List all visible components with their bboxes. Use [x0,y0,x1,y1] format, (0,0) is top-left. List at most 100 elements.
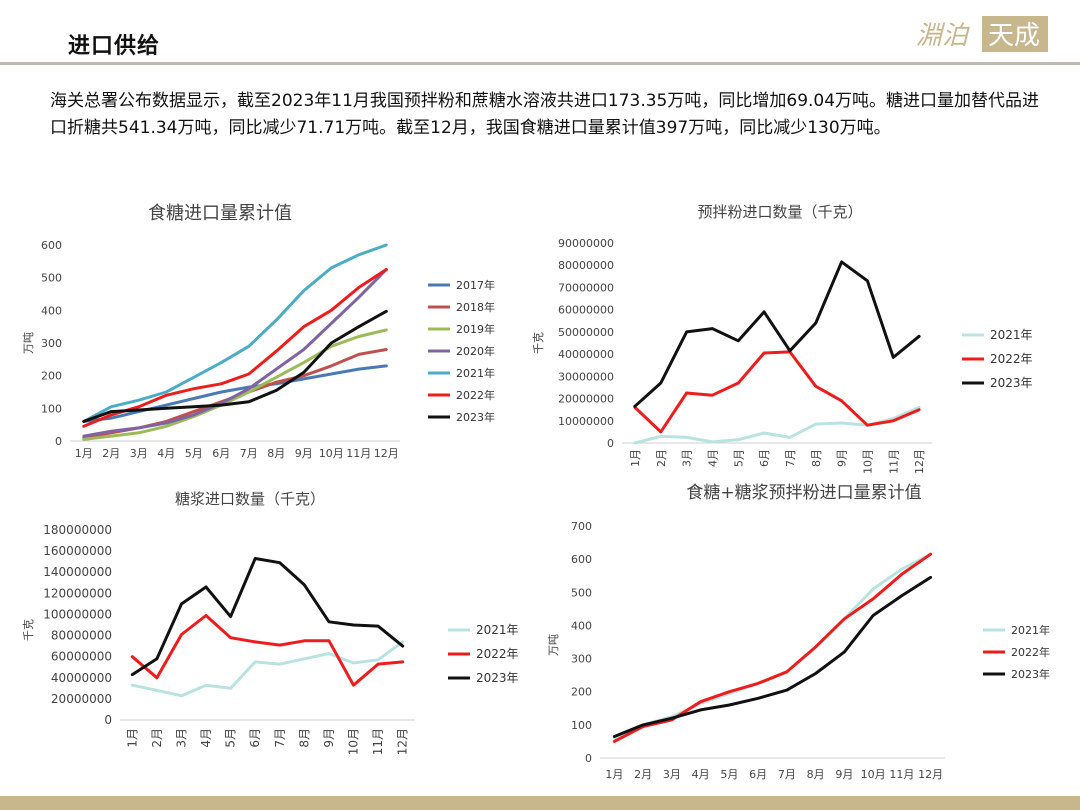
data-point [131,683,134,687]
data-point [247,400,250,403]
x-tick-label: 7月 [240,447,258,460]
series-line-2017年 [82,364,388,423]
x-tick-label: 8月 [807,768,825,781]
data-point [357,325,360,328]
data-point [785,670,789,674]
x-tick-label: 10月 [861,449,874,474]
y-tick-label: 100000000 [43,607,112,621]
data-point [155,689,159,692]
legend-label: 2022年 [1011,645,1050,659]
data-point [278,561,281,564]
data-point [165,394,168,397]
data-point [840,421,843,425]
y-tick-label: 500 [571,586,592,599]
data-point [327,620,331,624]
data-point [275,349,278,353]
data-point [756,697,760,700]
data-point [866,279,869,282]
data-point [82,434,85,438]
data-point [843,650,846,654]
legend-label: 2022年 [456,388,495,402]
data-point [330,309,333,312]
data-point [401,640,404,644]
data-point [659,381,662,385]
y-axis-label: 万吨 [22,332,35,354]
summary-paragraph: 海关总署公布数据显示，截至2023年11月我国预拌粉和蔗糖水溶液共进口173.3… [50,91,1040,138]
y-tick-label: 80000000 [51,629,112,643]
data-point [871,614,875,617]
data-point [275,381,278,384]
y-tick-label: 700 [571,520,592,533]
data-point [871,587,875,591]
series-line-2022年 [82,268,388,428]
data-point [137,408,140,412]
x-tick-label: 11月 [889,768,914,781]
x-tick-label: 1月 [75,447,93,460]
data-point [180,694,183,697]
data-point [711,440,714,444]
data-point [110,416,113,420]
data-point [659,435,662,438]
data-point [737,381,740,385]
legend-label: 2021年 [456,366,495,380]
data-point [385,268,388,271]
legend-label: 2021年 [990,328,1033,342]
x-tick-label: 6月 [212,447,230,460]
data-point [254,557,257,560]
y-tick-label: 300 [571,653,592,666]
data-point [110,413,113,417]
data-point [180,633,183,636]
x-tick-label: 5月 [720,768,738,781]
data-point [871,597,875,601]
x-tick-label: 12月 [396,728,410,755]
series-line-2023年 [612,575,933,738]
data-point [303,639,306,643]
y-tick-label: 180000000 [43,523,112,537]
y-tick-label: 600 [571,553,592,566]
data-point [220,382,223,386]
data-point [357,367,360,371]
footer-band [0,796,1080,810]
y-tick-label: 200 [41,370,62,383]
data-point [110,410,113,413]
x-tick-label: 6月 [758,449,771,467]
series-line-2022年 [612,552,933,743]
series-line-2020年 [82,268,388,438]
x-tick-label: 9月 [322,728,336,748]
y-tick-label: 400 [571,619,592,632]
x-tick-label: 10月 [347,728,361,755]
y-tick-label: 300 [41,337,62,350]
x-tick-label: 11月 [346,447,371,460]
x-tick-label: 4月 [157,447,175,460]
data-point [302,325,305,328]
y-tick-label: 90000000 [558,237,614,250]
data-point [401,660,404,664]
data-point [699,708,702,712]
data-point [357,296,360,299]
y-axis-label: 千克 [532,332,545,354]
y-tick-label: 400 [41,304,62,317]
data-point [711,394,714,397]
x-tick-label: 2月 [655,449,668,467]
data-point [247,387,250,390]
data-point [330,372,333,376]
data-point [917,408,921,411]
data-point [385,243,388,247]
data-point [278,662,281,666]
data-point [192,387,195,390]
data-point [247,345,250,348]
data-point [192,397,195,400]
data-point [385,364,388,368]
data-point [131,673,134,676]
y-tick-label: 40000000 [51,671,112,685]
data-point [247,372,250,376]
data-point [685,391,688,395]
x-tick-label: 7月 [273,728,287,748]
company-logo: 淵泊 天成 [916,16,1048,52]
x-tick-label: 8月 [267,447,285,460]
x-tick-label: 2月 [150,728,164,748]
page-header: 进口供给 淵泊 天成 [0,0,1080,70]
logo-mark: 天成 [988,21,1040,51]
data-point [917,406,921,409]
